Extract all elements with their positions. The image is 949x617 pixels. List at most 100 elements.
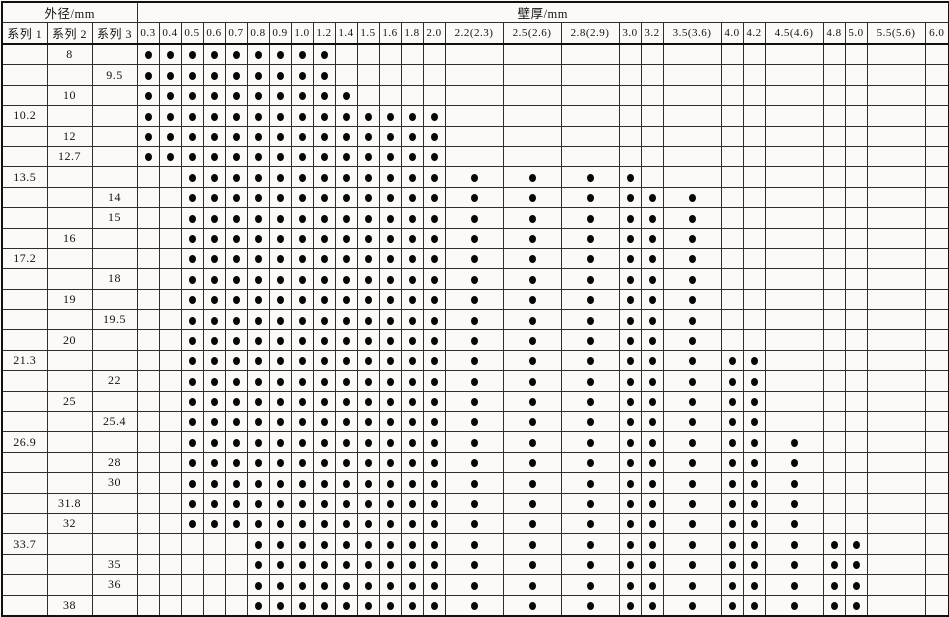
availability-cell (444, 329, 504, 351)
thickness-column-header: 4.5(4.6) (764, 22, 824, 45)
availability-cell (844, 309, 868, 331)
availability-dot (210, 255, 218, 264)
availability-cell (246, 329, 270, 351)
table-row: 14 (1, 186, 949, 209)
availability-dot (626, 479, 634, 488)
availability-cell (290, 166, 314, 188)
availability-cell (720, 533, 744, 555)
availability-cell (356, 64, 380, 86)
availability-cell (502, 288, 562, 311)
availability-dot (254, 357, 262, 366)
availability-cell (136, 329, 160, 351)
availability-dot (790, 581, 798, 590)
availability-dot (386, 601, 394, 610)
availability-dot (586, 581, 594, 590)
availability-cell (202, 145, 226, 168)
availability-cell (422, 145, 446, 168)
availability-cell (180, 472, 204, 494)
availability-dot (276, 153, 284, 162)
availability-dot (364, 234, 372, 243)
availability-dot (276, 377, 284, 386)
availability-cell (268, 268, 292, 290)
availability-cell (136, 533, 160, 555)
availability-cell (822, 227, 846, 249)
availability-dot (528, 316, 536, 325)
availability-dot (528, 601, 536, 610)
availability-cell (224, 207, 248, 229)
availability-cell (618, 309, 642, 331)
availability-cell (400, 451, 424, 474)
availability-cell (662, 84, 722, 107)
availability-dot (386, 479, 394, 488)
availability-dot (232, 316, 240, 325)
availability-cell (202, 574, 226, 596)
availability-cell (866, 288, 926, 311)
availability-dot (688, 194, 696, 203)
availability-dot (342, 581, 350, 590)
availability-cell (764, 512, 824, 535)
table-row: 21.3 (1, 349, 949, 372)
availability-dot (626, 418, 634, 427)
availability-cell (158, 186, 182, 209)
availability-cell (290, 64, 314, 86)
availability-dot (166, 92, 174, 101)
availability-cell (356, 574, 380, 596)
availability-cell (720, 370, 744, 392)
availability-cell (924, 492, 949, 514)
availability-dot (298, 194, 306, 203)
availability-dot (364, 255, 372, 264)
availability-cell (662, 411, 722, 433)
availability-cell (136, 186, 160, 209)
availability-cell (640, 431, 664, 453)
availability-dot (342, 214, 350, 223)
availability-dot (298, 377, 306, 386)
availability-dot (470, 336, 478, 345)
availability-cell (268, 105, 292, 127)
availability-cell (356, 370, 380, 392)
availability-dot (688, 540, 696, 549)
availability-cell (742, 370, 766, 392)
availability-cell (202, 370, 226, 392)
availability-dot (342, 500, 350, 509)
availability-dot (470, 255, 478, 264)
availability-dot (750, 398, 758, 407)
availability-cell (312, 84, 336, 107)
availability-dot (298, 438, 306, 447)
availability-dot (626, 275, 634, 284)
availability-dot (586, 500, 594, 509)
availability-cell (202, 309, 226, 331)
availability-cell (502, 105, 562, 127)
availability-dot (276, 398, 284, 407)
availability-cell (224, 451, 248, 474)
availability-dot (298, 561, 306, 570)
availability-cell (560, 370, 620, 392)
availability-cell (662, 105, 722, 127)
availability-dot (648, 581, 656, 590)
availability-dot (210, 194, 218, 203)
availability-cell (742, 451, 766, 474)
diameter-cell-series-1 (1, 309, 48, 331)
availability-dot (298, 51, 306, 60)
diameter-cell-series-1 (1, 390, 48, 413)
availability-cell (246, 145, 270, 168)
availability-cell (502, 431, 562, 453)
availability-cell (224, 288, 248, 311)
availability-dot (188, 92, 196, 101)
diameter-cell-series-2 (46, 370, 93, 392)
availability-dot (626, 540, 634, 549)
availability-cell (866, 512, 926, 535)
availability-cell (290, 288, 314, 311)
availability-cell (866, 492, 926, 514)
availability-cell (422, 207, 446, 229)
availability-dot (750, 357, 758, 366)
availability-cell (618, 268, 642, 290)
availability-dot (386, 357, 394, 366)
availability-dot (298, 479, 306, 488)
availability-cell (640, 166, 664, 188)
availability-dot (188, 255, 196, 264)
availability-cell (662, 64, 722, 86)
availability-dot (320, 540, 328, 549)
availability-cell (742, 553, 766, 576)
availability-dot (470, 194, 478, 203)
availability-cell (246, 533, 270, 555)
